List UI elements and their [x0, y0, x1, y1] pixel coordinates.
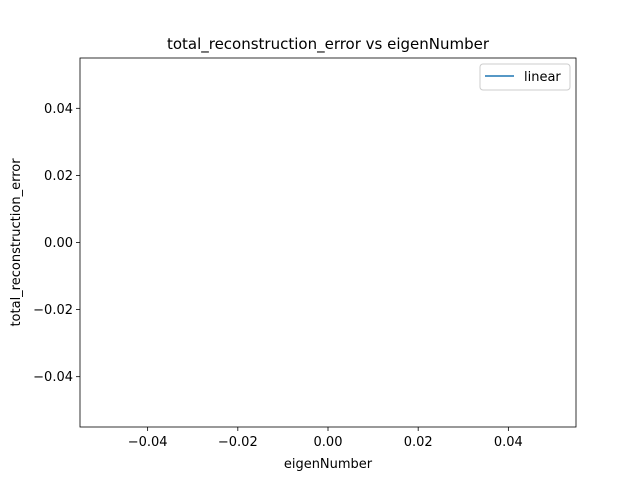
chart-title: total_reconstruction_error vs eigenNumbe… [167, 35, 490, 54]
y-axis-label: total_reconstruction_error [9, 158, 24, 327]
plot-frame [79, 57, 577, 428]
legend-label-linear: linear [524, 70, 561, 85]
legend-box [479, 63, 571, 91]
y-tick-label: 0.04 [44, 102, 73, 117]
x-axis-label: eigenNumber [284, 457, 373, 472]
y-tick-label: −0.04 [33, 370, 73, 385]
y-tick-label: 0.02 [44, 169, 73, 184]
plot-area [80, 58, 576, 427]
x-tick-label: −0.02 [218, 435, 258, 450]
y-axis-ticks: −0.04 −0.02 0.00 0.02 0.04 [33, 102, 80, 385]
x-tick-label: −0.04 [128, 435, 168, 450]
y-tick-label: −0.02 [33, 303, 73, 318]
x-tick-label: 0.04 [494, 435, 523, 450]
legend: linear [479, 63, 571, 91]
x-tick-label: 0.02 [404, 435, 433, 450]
x-tick-label: 0.00 [314, 435, 343, 450]
y-tick-label: 0.00 [44, 236, 73, 251]
x-axis-ticks: −0.04 −0.02 0.00 0.02 0.04 [128, 427, 523, 450]
